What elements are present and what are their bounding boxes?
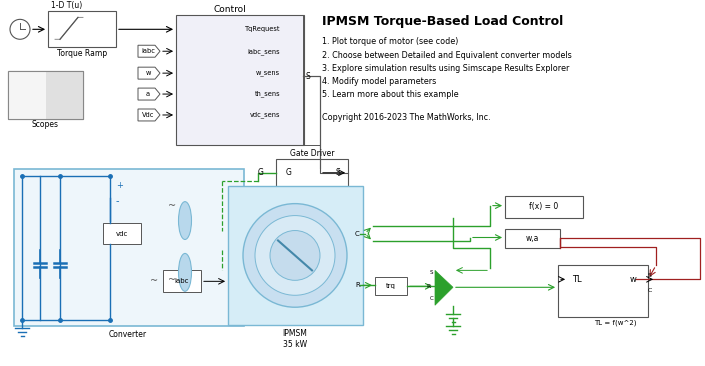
Bar — [48, 11, 116, 47]
Bar — [8, 71, 83, 119]
Text: G: G — [257, 168, 263, 177]
Ellipse shape — [178, 202, 192, 239]
Text: f(x) = 0: f(x) = 0 — [529, 202, 558, 211]
Text: 1. Plot torque of motor (see code): 1. Plot torque of motor (see code) — [322, 37, 458, 46]
Text: TL = f(w^2): TL = f(w^2) — [594, 320, 636, 326]
Text: C: C — [355, 231, 360, 236]
Text: +: + — [116, 181, 123, 190]
Circle shape — [255, 216, 335, 295]
Text: w: w — [145, 70, 151, 76]
Text: Torque Ramp: Torque Ramp — [57, 49, 107, 58]
Polygon shape — [138, 67, 160, 79]
Text: a: a — [146, 91, 150, 97]
Circle shape — [243, 203, 347, 307]
Text: Copyright 2016-2023 The MathWorks, Inc.: Copyright 2016-2023 The MathWorks, Inc. — [322, 113, 491, 122]
Text: Vdc: Vdc — [142, 112, 154, 118]
Bar — [8, 71, 46, 119]
Bar — [505, 196, 583, 217]
Text: R: R — [427, 284, 431, 289]
Text: 5. Learn more about this example: 5. Learn more about this example — [322, 90, 459, 99]
Circle shape — [10, 19, 30, 39]
Text: TqRequest: TqRequest — [245, 26, 280, 32]
Text: Control: Control — [214, 5, 246, 14]
Bar — [276, 159, 348, 187]
Text: Gate Driver: Gate Driver — [290, 149, 334, 158]
Text: iabc: iabc — [175, 278, 189, 284]
Bar — [375, 277, 407, 295]
Text: Converter: Converter — [109, 330, 147, 339]
Text: S: S — [305, 72, 309, 81]
Text: iabc: iabc — [141, 48, 155, 54]
Bar — [8, 71, 83, 119]
Text: 2. Choose between Detailed and Equivalent converter models: 2. Choose between Detailed and Equivalen… — [322, 51, 572, 60]
Text: G: G — [286, 168, 292, 177]
Bar — [176, 15, 304, 145]
Bar — [163, 270, 201, 292]
Text: trq: trq — [386, 283, 396, 289]
Text: vdc: vdc — [116, 231, 128, 236]
Text: S: S — [429, 270, 433, 275]
Text: vdc_sens: vdc_sens — [250, 112, 280, 118]
Bar — [103, 223, 141, 244]
Polygon shape — [435, 270, 453, 305]
Ellipse shape — [178, 253, 192, 291]
Bar — [505, 228, 560, 249]
Polygon shape — [138, 45, 160, 57]
Text: R: R — [355, 282, 360, 288]
Text: 4. Modify model parameters: 4. Modify model parameters — [322, 77, 436, 86]
Bar — [558, 265, 648, 317]
Bar — [14, 169, 244, 326]
Text: S: S — [336, 168, 340, 177]
Text: 35 kW: 35 kW — [283, 340, 307, 348]
Text: th_sens: th_sens — [255, 91, 280, 97]
Text: C: C — [429, 296, 433, 301]
Bar — [46, 71, 83, 119]
Text: ~: ~ — [168, 201, 176, 210]
Polygon shape — [138, 109, 160, 121]
Text: S: S — [648, 273, 652, 278]
Polygon shape — [138, 88, 160, 100]
Text: ~: ~ — [150, 276, 158, 286]
Text: ~: ~ — [168, 275, 176, 285]
Text: IPMSM Torque-Based Load Control: IPMSM Torque-Based Load Control — [322, 15, 563, 29]
Text: iabc_sens: iabc_sens — [247, 48, 280, 55]
Text: Scopes: Scopes — [32, 120, 59, 130]
Text: 1-D T(u): 1-D T(u) — [51, 1, 82, 10]
Text: w: w — [630, 275, 637, 284]
Text: IPMSM: IPMSM — [283, 329, 307, 337]
Text: C: C — [648, 288, 652, 293]
Text: w,a: w,a — [525, 234, 539, 243]
Circle shape — [270, 231, 320, 280]
Bar — [228, 186, 363, 325]
Text: w_sens: w_sens — [256, 70, 280, 76]
Text: -: - — [116, 196, 120, 206]
Text: TL: TL — [572, 275, 582, 284]
Text: 3. Explore simulation results using Simscape Results Explorer: 3. Explore simulation results using Sims… — [322, 64, 570, 73]
